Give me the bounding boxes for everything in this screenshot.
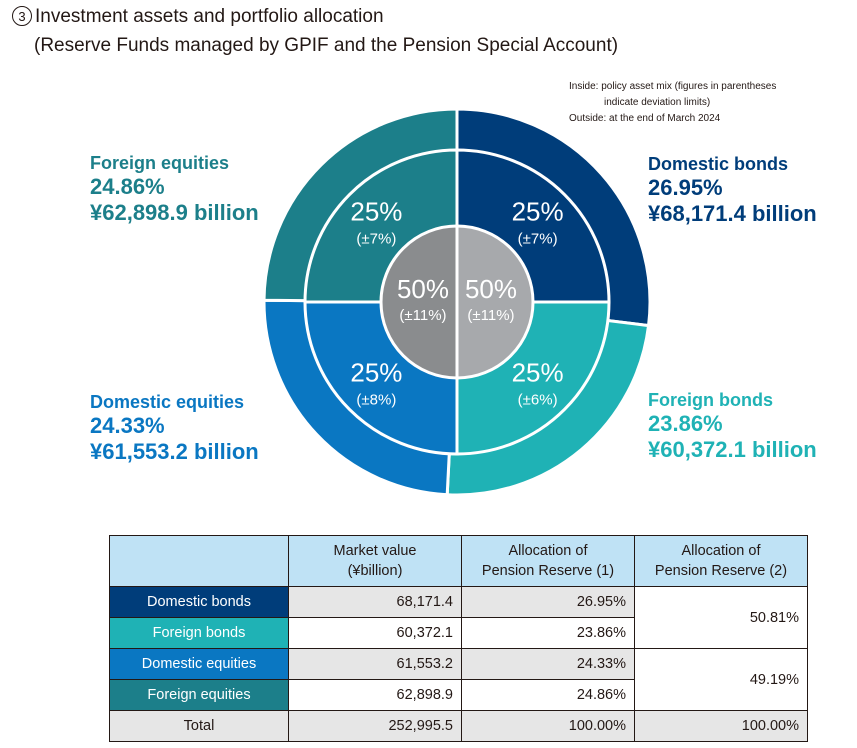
section-number: 3	[12, 6, 32, 26]
row-allocation-1: 24.33%	[461, 648, 635, 680]
total-allocation-1: 100.00%	[461, 710, 635, 742]
center-half-2	[379, 224, 459, 380]
allocation-table: Market value (¥billion) Allocation of Pe…	[109, 535, 808, 742]
center-limit-label: (±11%)	[399, 307, 446, 324]
header-cell-text: Market value (¥billion)	[333, 543, 417, 579]
row-allocation-1: 26.95%	[461, 586, 635, 618]
table-header-allocation-1: Allocation of Pension Reserve (1)	[461, 535, 635, 587]
total-market-value: 252,995.5	[288, 710, 462, 742]
inner-slice-percent-label: 25%	[512, 196, 564, 226]
table-row: Foreign bonds 60,372.1 23.86%	[109, 617, 808, 649]
label-foreign-bonds-amount: ¥60,372.1 billion	[648, 437, 817, 462]
label-domestic-equities-percent: 24.33%	[90, 413, 165, 438]
header-cell-text: Allocation of Pension Reserve (2)	[654, 543, 788, 579]
label-domestic-bonds-percent: 26.95%	[648, 175, 723, 200]
inner-slice-percent-label: 25%	[350, 358, 402, 388]
table-header-blank	[109, 535, 289, 587]
row-allocation-1: 24.86%	[461, 679, 635, 711]
label-domestic-equities: Domestic equities 24.33% ¥61,553.2 billi…	[90, 391, 259, 465]
note-line-2: indicate deviation limits)	[604, 97, 711, 108]
row-label: Domestic bonds	[109, 586, 289, 618]
section-subtitle: (Reserve Funds managed by GPIF and the P…	[34, 35, 619, 56]
note-line-1: Inside: policy asset mix (figures in par…	[569, 81, 777, 92]
row-market-value: 61,553.2	[288, 648, 462, 680]
row-allocation-2-equities: 49.19%	[634, 648, 808, 711]
label-foreign-equities-amount: ¥62,898.9 billion	[90, 200, 259, 225]
center-half-1	[455, 224, 535, 380]
label-domestic-bonds-name: Domestic bonds	[648, 154, 789, 174]
inner-slice-limit-label: (±7%)	[518, 230, 558, 247]
inner-slice-limit-label: (±6%)	[518, 392, 558, 409]
label-foreign-bonds: Foreign bonds 23.86% ¥60,372.1 billion	[648, 389, 817, 463]
table-header-market-value: Market value (¥billion)	[288, 535, 462, 587]
total-label: Total	[109, 710, 289, 742]
table-header-allocation-2: Allocation of Pension Reserve (2)	[634, 535, 808, 587]
section-title: 3 Investment assets and portfolio allocat…	[12, 6, 384, 28]
label-foreign-bonds-name: Foreign bonds	[648, 390, 773, 410]
table-total-row: Total 252,995.5 100.00% 100.00%	[109, 710, 808, 742]
label-domestic-bonds: Domestic bonds 26.95% ¥68,171.4 billion	[648, 153, 817, 227]
inner-slice-percent-label: 25%	[512, 358, 564, 388]
row-allocation-1: 23.86%	[461, 617, 635, 649]
table-row: Domestic equities 61,553.2 24.33% 49.19%	[109, 648, 808, 711]
inner-slice-limit-label: (±7%)	[356, 230, 396, 247]
section-title-text: Investment assets and portfolio allocati…	[35, 6, 384, 27]
table-row: Domestic bonds 68,171.4 26.95% 50.81%	[109, 586, 808, 649]
label-foreign-equities-name: Foreign equities	[90, 153, 230, 173]
row-label: Foreign equities	[109, 679, 289, 711]
center-percent-label: 50%	[465, 274, 517, 304]
total-allocation-2: 100.00%	[634, 710, 808, 742]
label-domestic-equities-amount: ¥61,553.2 billion	[90, 439, 259, 464]
label-domestic-equities-name: Domestic equities	[90, 392, 245, 412]
header-cell-text: Allocation of Pension Reserve (1)	[481, 543, 615, 579]
label-foreign-equities-percent: 24.86%	[90, 174, 165, 199]
inner-slice-percent-label: 25%	[350, 196, 402, 226]
row-market-value: 68,171.4	[288, 586, 462, 618]
row-label: Domestic equities	[109, 648, 289, 680]
allocation-donut-chart: 25% (±7%) 25% (±6%) 25% (±8%) 25% (±7%) 50% (±11%…	[262, 107, 652, 497]
row-market-value: 62,898.9	[288, 679, 462, 711]
label-foreign-bonds-percent: 23.86%	[648, 411, 723, 436]
label-foreign-equities: Foreign equities 24.86% ¥62,898.9 billio…	[90, 152, 259, 226]
center-percent-label: 50%	[397, 274, 449, 304]
table-header-row: Market value (¥billion) Allocation of Pe…	[109, 535, 808, 587]
inner-slice-limit-label: (±8%)	[356, 392, 396, 409]
row-market-value: 60,372.1	[288, 617, 462, 649]
center-limit-label: (±11%)	[467, 307, 514, 324]
note-line-3: Outside: at the end of March 2024	[569, 113, 721, 124]
label-domestic-bonds-amount: ¥68,171.4 billion	[648, 201, 817, 226]
row-label: Foreign bonds	[109, 617, 289, 649]
row-allocation-2-bonds: 50.81%	[634, 586, 808, 649]
